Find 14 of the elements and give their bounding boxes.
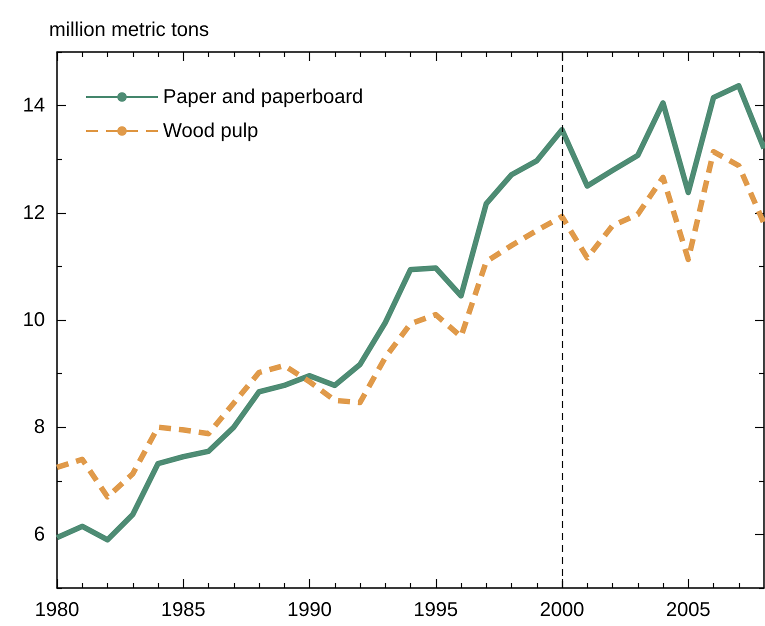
legend-label: Wood pulp <box>163 120 258 142</box>
legend-label: Paper and paperboard <box>163 86 364 108</box>
x-tick-label: 1985 <box>161 599 206 621</box>
x-tick-label: 1990 <box>287 599 332 621</box>
x-tick-label: 2000 <box>540 599 584 621</box>
y-axis-title: million metric tons <box>49 19 210 41</box>
y-tick-label: 10 <box>22 309 45 331</box>
y-tick-label: 8 <box>34 416 45 438</box>
y-tick-label: 6 <box>34 523 45 546</box>
x-tick-label: 1995 <box>414 599 458 621</box>
x-tick-label: 2005 <box>666 599 710 621</box>
x-tick-label: 1980 <box>34 599 80 621</box>
y-tick-label: 12 <box>22 202 45 224</box>
y-tick-label: 14 <box>22 94 45 117</box>
